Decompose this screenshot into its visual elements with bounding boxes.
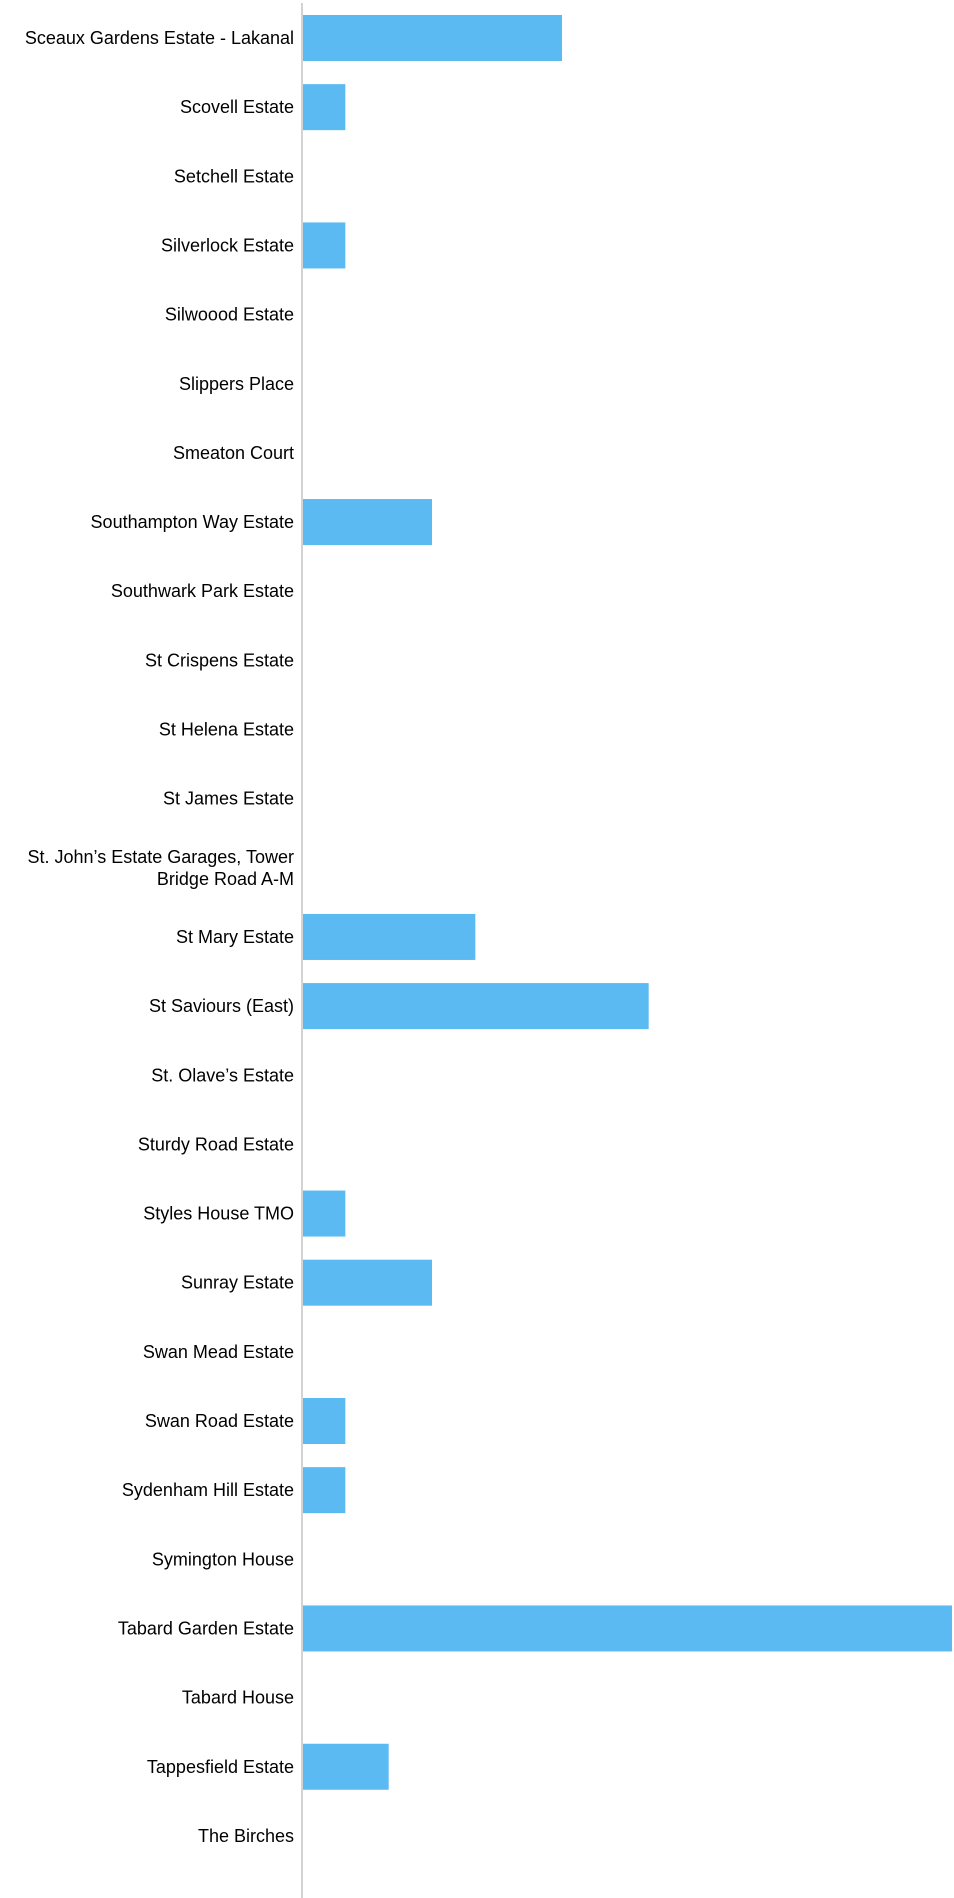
category-label: St. John’s Estate Garages, Tower Bridge R… [28, 847, 294, 889]
bar [302, 1398, 346, 1444]
category-label: Scovell Estate [180, 97, 294, 117]
bar [302, 84, 346, 131]
bars-group [302, 15, 952, 1790]
category-label: Symington House [152, 1549, 294, 1569]
category-label: Southampton Way Estate [91, 512, 294, 532]
category-label: Tabard House [182, 1688, 294, 1708]
category-label: St Crispens Estate [145, 650, 294, 670]
category-label: Swan Road Estate [145, 1411, 294, 1431]
bar [302, 913, 476, 960]
category-label: Silverlock Estate [161, 235, 294, 255]
category-label: St Helena Estate [159, 720, 294, 740]
bar [302, 15, 562, 61]
bar [302, 222, 346, 269]
category-label: St. Olave’s Estate [151, 1065, 294, 1085]
category-label: Sydenham Hill Estate [122, 1480, 294, 1500]
category-label: Tabard Garden Estate [118, 1618, 294, 1638]
category-label: Setchell Estate [174, 166, 294, 186]
category-label: St Mary Estate [176, 927, 294, 947]
category-label: Sceaux Gardens Estate - Lakanal [25, 28, 294, 48]
category-label: Silwoood Estate [165, 305, 294, 325]
category-labels-group: Sceaux Gardens Estate - Lakanal Scovell E… [25, 28, 294, 1846]
category-label: St James Estate [163, 789, 294, 809]
bar [302, 1743, 389, 1790]
bar [302, 1467, 346, 1514]
category-label: St Saviours (East) [149, 996, 294, 1016]
category-label: The Birches [198, 1826, 294, 1846]
bar [302, 1605, 952, 1652]
category-label: Smeaton Court [173, 443, 294, 463]
bar [302, 983, 649, 1030]
category-label: Slippers Place [179, 374, 294, 394]
category-label: Southwark Park Estate [111, 581, 294, 601]
bar [302, 1259, 432, 1306]
category-label: Styles House TMO [143, 1204, 294, 1224]
category-label: Sunray Estate [181, 1273, 294, 1293]
bar [302, 499, 432, 546]
bar [302, 1190, 346, 1237]
category-label: Tappesfield Estate [147, 1757, 294, 1777]
category-label: Swan Mead Estate [143, 1342, 294, 1362]
category-label: Sturdy Road Estate [138, 1134, 294, 1154]
